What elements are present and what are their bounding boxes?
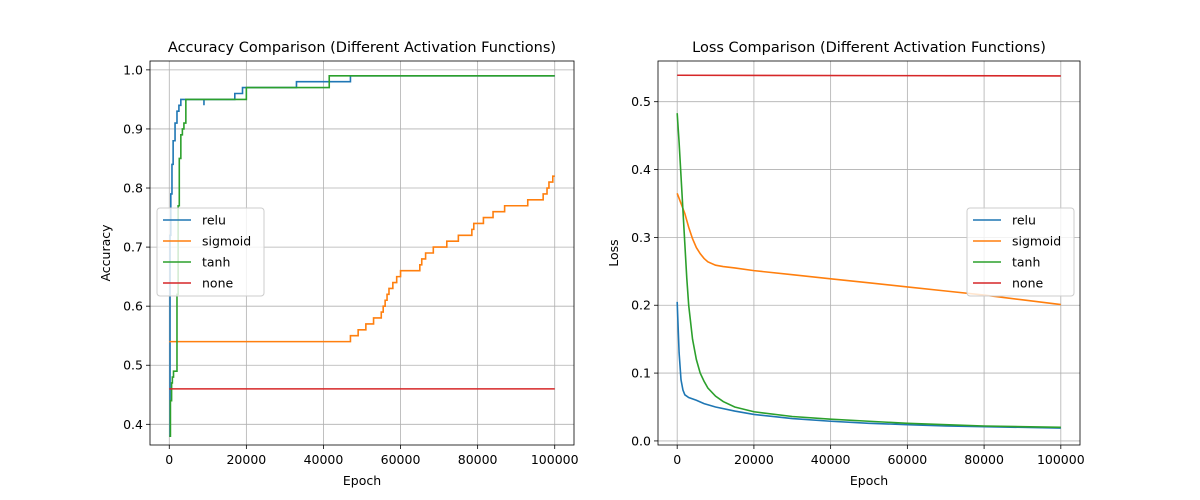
y-tick-label: 0.9 — [123, 121, 143, 136]
series-line-tanh — [676, 113, 1061, 429]
chart-title: Loss Comparison (Different Activation Fu… — [692, 40, 1046, 56]
y-tick-label: 0.3 — [631, 230, 651, 245]
series-line-none — [677, 74, 1061, 77]
legend-box — [156, 207, 265, 297]
x-tick-label: 0 — [673, 452, 681, 467]
y-tick-label: 0.4 — [123, 417, 143, 432]
x-tick-label: 0 — [165, 452, 173, 467]
x-axis-label: Epoch — [343, 473, 381, 488]
y-axis-label: Loss — [606, 239, 621, 266]
x-tick-label: 40000 — [304, 452, 344, 467]
x-tick-label: 100000 — [1037, 452, 1085, 467]
x-tick-label: 100000 — [531, 452, 579, 467]
y-axis-label: Accuracy — [98, 224, 113, 282]
x-tick-label: 80000 — [964, 452, 1004, 467]
y-tick-label: 0.5 — [123, 358, 143, 373]
legend-label-tanh: tanh — [202, 255, 230, 270]
legend-label-none: none — [1012, 276, 1043, 291]
series-line-tanh — [169, 74, 555, 437]
y-tick-label: 1.0 — [123, 62, 143, 77]
y-tick-label: 0.5 — [631, 94, 651, 109]
legend: relu sigmoid tanh none — [156, 207, 265, 297]
series-line-sigmoid — [169, 175, 555, 343]
x-tick-label: 80000 — [458, 452, 498, 467]
x-tick-label: 20000 — [734, 452, 774, 467]
legend-label-sigmoid: sigmoid — [1012, 234, 1061, 249]
y-tick-label: 0.6 — [123, 299, 143, 314]
x-tick-label: 40000 — [811, 452, 851, 467]
y-tick-label: 0.1 — [631, 366, 651, 381]
chart-1: 0 20000 40000 60000 80000 100000 0.4 0.5 0.6 0.7 0… — [98, 40, 579, 488]
x-tick-label: 60000 — [381, 452, 421, 467]
series-line-sigmoid — [676, 193, 1061, 306]
legend-box — [966, 207, 1075, 297]
y-tick-label: 0.8 — [123, 181, 143, 196]
series-line-relu — [676, 301, 1061, 429]
y-tick-label: 0.2 — [631, 298, 651, 313]
y-tick-label: 0.7 — [123, 240, 143, 255]
legend-label-tanh: tanh — [1012, 255, 1040, 270]
chart-2: 0 20000 40000 60000 80000 100000 0.0 0.1 0.2 0.3 0… — [606, 40, 1085, 488]
legend: relu sigmoid tanh none — [966, 207, 1075, 297]
legend-label-none: none — [202, 276, 233, 291]
x-tick-label: 60000 — [887, 452, 927, 467]
legend-label-relu: relu — [202, 213, 226, 228]
axes-frame — [657, 60, 1081, 446]
legend-label-relu: relu — [1012, 213, 1036, 228]
legend-label-sigmoid: sigmoid — [202, 234, 251, 249]
chart-title: Accuracy Comparison (Different Activatio… — [168, 40, 556, 56]
x-axis-label: Epoch — [850, 473, 888, 488]
y-tick-label: 0.4 — [631, 162, 651, 177]
y-tick-label: 0.0 — [631, 433, 651, 448]
x-tick-label: 20000 — [226, 452, 266, 467]
axes-frame — [149, 60, 575, 446]
